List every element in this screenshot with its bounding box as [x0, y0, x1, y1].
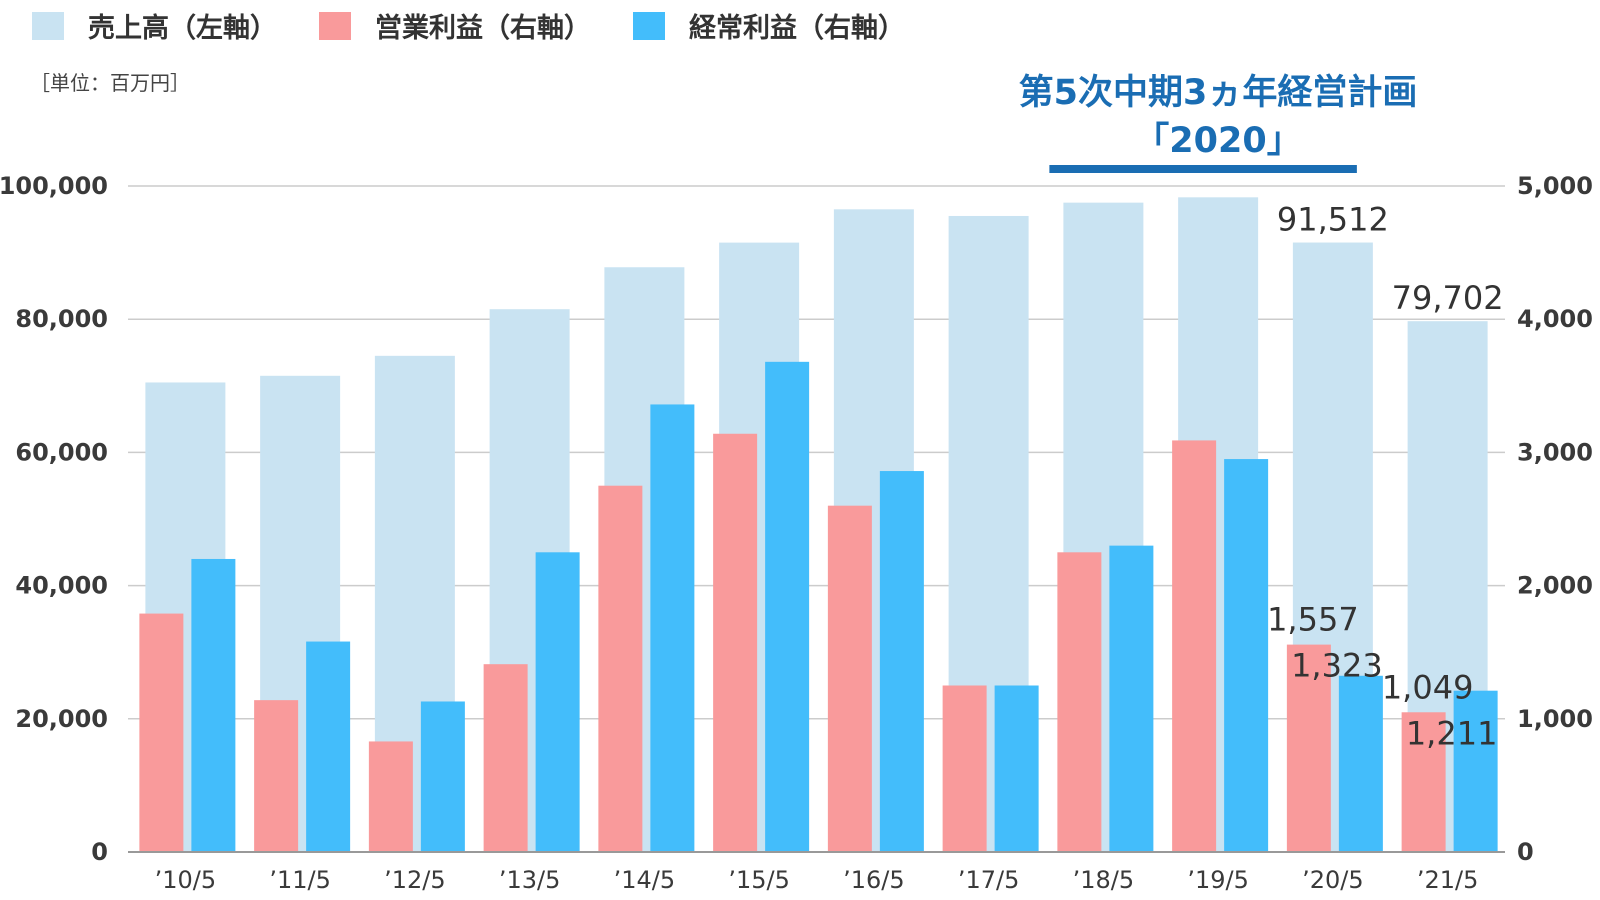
right-axis-tick: 4,000 — [1517, 305, 1593, 333]
left-axis-tick: 60,000 — [15, 438, 108, 466]
category-label: ’16/5 — [843, 866, 905, 894]
right-axis-tick: 2,000 — [1517, 572, 1593, 600]
left-axis-tick: 40,000 — [15, 572, 108, 600]
ordinary-profit-bar — [420, 701, 465, 852]
ordinary-profit-bar — [650, 404, 695, 852]
data-label: 91,512 — [1277, 201, 1389, 239]
legend-label: 経常利益（右軸） — [689, 12, 905, 44]
plan-span-bar — [1049, 165, 1357, 173]
axis-layer: 0 20,000 40,000 60,000 80,000 100,000 0 1,000 2,… — [0, 172, 1593, 894]
category-label: ’11/5 — [269, 866, 331, 894]
data-label: 1,211 — [1406, 714, 1498, 752]
operating-profit-bar — [1401, 712, 1446, 852]
unit-label: ［単位：百万円］ — [30, 71, 190, 95]
legend-label: 売上高（左軸） — [88, 12, 277, 44]
operating-profit-bar — [1057, 552, 1102, 852]
right-axis-tick: 5,000 — [1517, 172, 1593, 200]
category-label: ’12/5 — [384, 866, 446, 894]
plan-subtitle: 「2020」 — [1134, 121, 1301, 161]
operating-profit-bar — [368, 741, 413, 852]
ordinary-profit-bar — [879, 471, 924, 852]
plan-title: 第5次中期3ヵ年経営計画 — [1019, 73, 1418, 113]
right-axis-tick: 1,000 — [1517, 705, 1593, 733]
left-axis-tick: 0 — [91, 838, 108, 866]
category-label: ’21/5 — [1417, 866, 1479, 894]
left-axis-tick: 80,000 — [15, 305, 108, 333]
category-label: ’13/5 — [499, 866, 561, 894]
operating-profit-bar — [139, 613, 184, 852]
plan-annotation: 第5次中期3ヵ年経営計画 「2020」 — [1019, 73, 1418, 173]
legend-swatch — [319, 12, 351, 40]
operating-profit-bar — [713, 433, 758, 852]
operating-profit-bar — [942, 685, 987, 852]
ordinary-profit-bar — [1224, 459, 1269, 852]
right-axis-tick: 3,000 — [1517, 438, 1593, 466]
legend: 売上高（左軸） 営業利益（右軸） 経常利益（右軸） — [32, 12, 905, 44]
legend-swatch — [633, 12, 665, 40]
operating-profit-bar — [827, 505, 872, 852]
ordinary-profit-bar — [535, 552, 580, 852]
right-axis-tick: 0 — [1517, 838, 1534, 866]
operating-profit-bar — [254, 700, 299, 852]
category-label: ’17/5 — [958, 866, 1020, 894]
profit-bars — [139, 361, 1498, 852]
ordinary-profit-bar — [191, 558, 236, 852]
operating-profit-bar — [598, 485, 643, 852]
ordinary-profit-bar — [1338, 675, 1383, 852]
ordinary-profit-bar — [765, 361, 810, 852]
category-label: ’10/5 — [155, 866, 217, 894]
category-label: ’15/5 — [728, 866, 790, 894]
operating-profit-bar — [483, 664, 528, 852]
category-label: ’20/5 — [1302, 866, 1364, 894]
data-label: 79,702 — [1392, 279, 1504, 317]
operating-profit-bar — [1286, 644, 1331, 852]
data-label: 1,323 — [1291, 647, 1383, 685]
left-axis-tick: 100,000 — [0, 172, 108, 200]
category-label: ’14/5 — [614, 866, 676, 894]
category-label: ’19/5 — [1187, 866, 1249, 894]
legend-swatch — [32, 12, 64, 40]
data-label: 1,557 — [1267, 601, 1359, 639]
ordinary-profit-bar — [1453, 690, 1498, 852]
legend-label: 営業利益（右軸） — [375, 12, 591, 44]
ordinary-profit-bar — [1109, 545, 1154, 852]
data-label: 1,049 — [1382, 668, 1474, 706]
category-label: ’18/5 — [1073, 866, 1135, 894]
left-axis-tick: 20,000 — [15, 705, 108, 733]
ordinary-profit-bar — [306, 641, 351, 852]
ordinary-profit-bar — [994, 685, 1039, 852]
operating-profit-bar — [1172, 440, 1217, 852]
